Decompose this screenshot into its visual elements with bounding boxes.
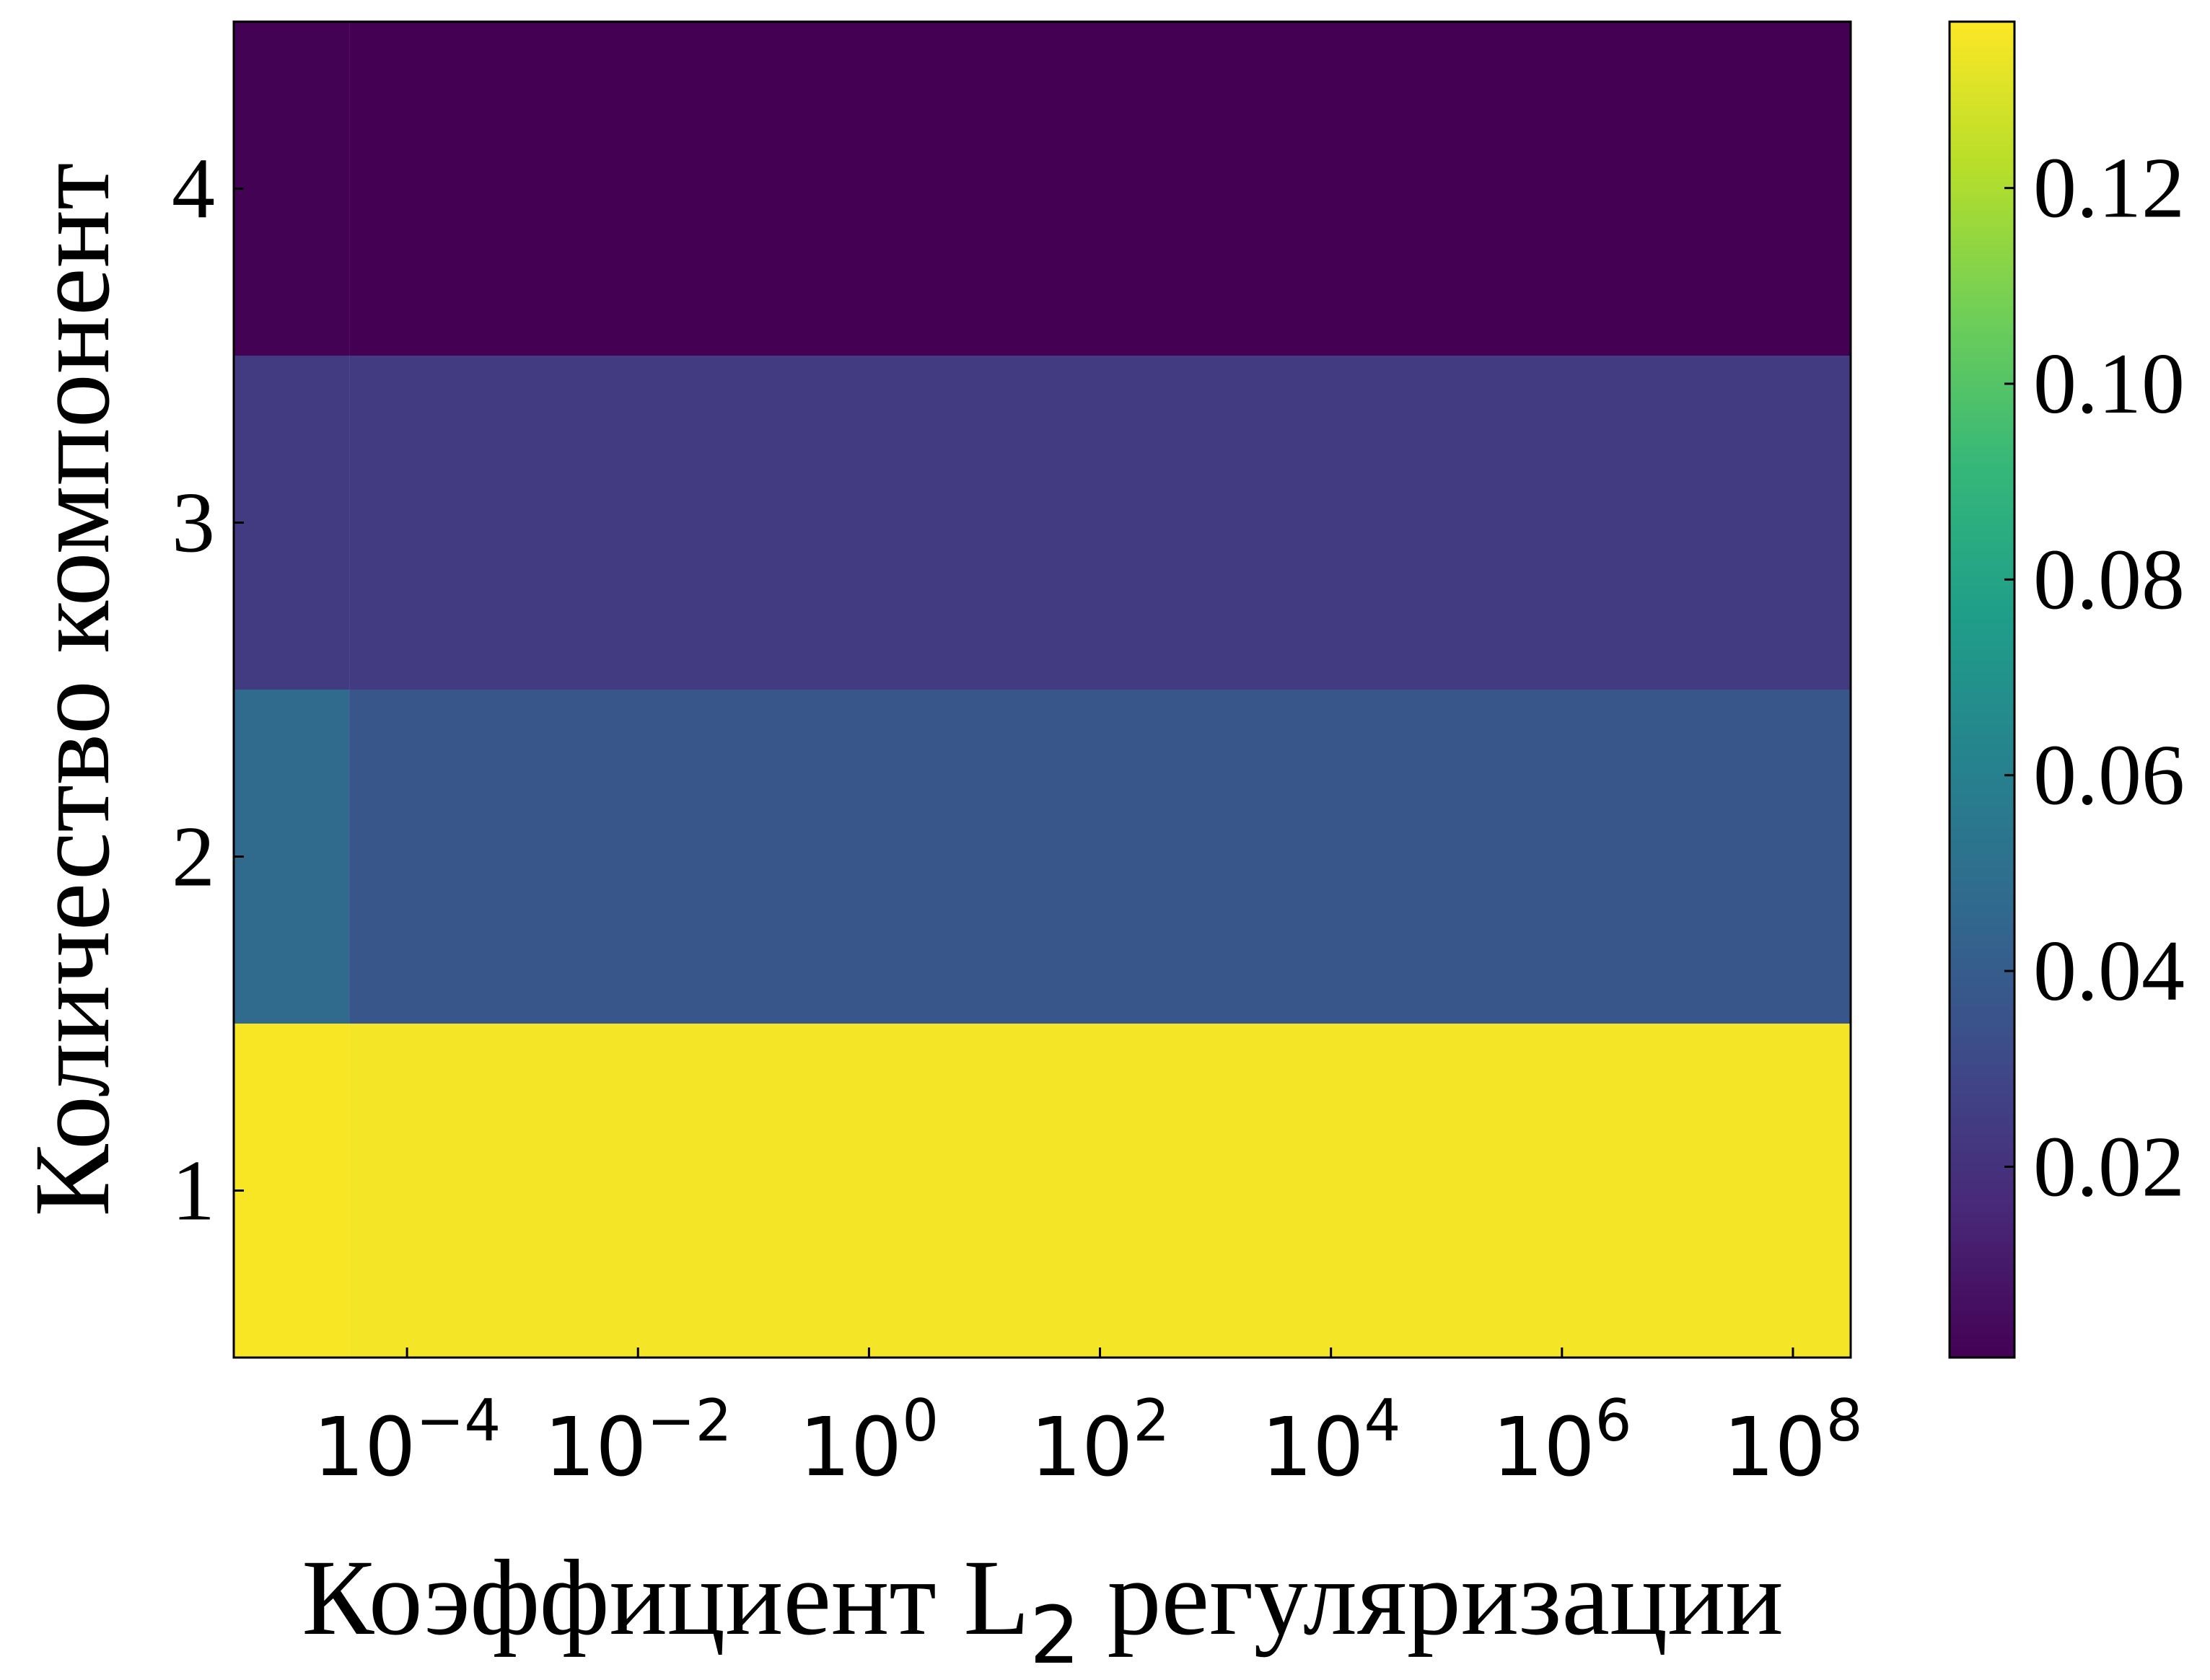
x-tick-exponent: −4 (416, 1387, 501, 1454)
colorbar-tick-label: 0.12 (2033, 140, 2185, 236)
x-axis-label-subscript: 2 (1030, 1589, 1080, 1680)
x-tick-base: 10 (799, 1401, 903, 1495)
y-tick-label: 1 (172, 1143, 215, 1239)
colorbar-ticks: 0.02 0.04 0.06 0.08 0.10 0.12 (2004, 140, 2185, 1214)
colorbar (1948, 20, 2016, 1359)
y-axis-label: Количество компонент (12, 162, 132, 1216)
x-tick-label: 102 (1030, 1387, 1170, 1495)
x-tick-base: 10 (1261, 1401, 1364, 1495)
heatmap-cell (234, 690, 350, 1024)
heatmap-cell (349, 690, 1851, 1024)
x-tick-exponent: 8 (1826, 1387, 1863, 1454)
x-axis-label: Коэффициент L2 регуляризации (302, 1538, 1784, 1680)
x-tick-label: 10−2 (544, 1387, 732, 1495)
colorbar-tick-label: 0.06 (2033, 727, 2185, 823)
x-tick-label: 100 (799, 1387, 939, 1495)
x-tick-label: 104 (1261, 1387, 1400, 1495)
x-tick-label: 106 (1492, 1387, 1631, 1495)
heatmap-cell (349, 356, 1851, 690)
x-tick-base: 10 (1492, 1401, 1595, 1495)
plot-frame (232, 20, 1852, 1359)
x-tick-exponent: 4 (1364, 1387, 1400, 1454)
x-tick-base: 10 (313, 1401, 416, 1495)
y-axis-ticks: 1 2 3 4 (172, 141, 244, 1239)
heatmap-cell (349, 1024, 1851, 1358)
heatmap-cells (234, 22, 1851, 1358)
heatmap-cell (234, 22, 350, 356)
x-axis-ticks: 10−4 10−2 100 102 104 106 108 (313, 1347, 1863, 1495)
x-tick-label: 108 (1723, 1387, 1862, 1495)
heatmap-cell (234, 356, 350, 690)
heatmap-cell (349, 22, 1851, 356)
x-tick-exponent: −2 (647, 1387, 732, 1454)
heatmap-cell (234, 1024, 350, 1358)
x-tick-base: 10 (544, 1401, 647, 1495)
y-tick-label: 3 (172, 475, 215, 571)
x-axis-label-suffix: регуляризации (1080, 1538, 1784, 1658)
x-tick-exponent: 2 (1133, 1387, 1170, 1454)
colorbar-tick-label: 0.10 (2033, 335, 2185, 431)
y-tick-label: 2 (172, 809, 215, 905)
x-tick-label: 10−4 (313, 1387, 501, 1495)
x-tick-base: 10 (1723, 1401, 1826, 1495)
colorbar-tick-label: 0.04 (2033, 923, 2185, 1019)
colorbar-tick-label: 0.02 (2033, 1118, 2185, 1214)
x-axis-label-main: Коэффициент L (302, 1538, 1030, 1658)
x-tick-exponent: 0 (902, 1387, 939, 1454)
x-tick-base: 10 (1030, 1401, 1133, 1495)
colorbar-tick-label: 0.08 (2033, 531, 2185, 627)
y-tick-label: 4 (172, 141, 215, 237)
x-tick-exponent: 6 (1595, 1387, 1632, 1454)
